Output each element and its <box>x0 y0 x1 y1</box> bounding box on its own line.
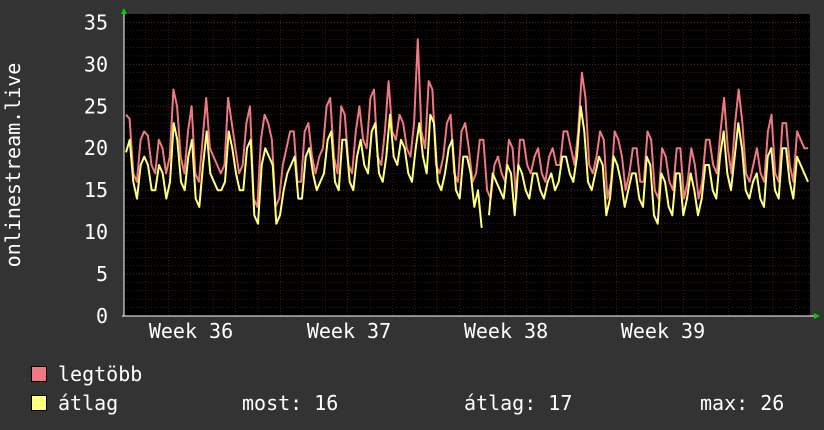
series-line-avg <box>125 105 809 228</box>
stat-average: átlag: 17 <box>464 391 573 415</box>
x-axis-arrow <box>814 313 820 319</box>
x-tick-label: Week 38 <box>464 319 548 343</box>
y-tick-label: 15 <box>84 178 108 202</box>
y-tick-label: 0 <box>96 304 108 328</box>
legend-swatch-avg <box>31 395 47 411</box>
stat-now: most: 16 <box>242 391 339 415</box>
y-tick-label: 20 <box>84 136 108 160</box>
y-tick-label: 30 <box>84 52 108 76</box>
y-axis-arrow <box>121 8 127 14</box>
y-tick-label: 35 <box>84 10 108 34</box>
series-line-max <box>125 38 808 208</box>
x-tick-label: Week 36 <box>149 319 233 343</box>
y-tick-label: 10 <box>84 220 108 244</box>
y-axis-ticks: 0 5 10 15 20 25 30 35 <box>84 10 108 328</box>
x-tick-label: Week 39 <box>621 319 705 343</box>
legend-label-max: legtöbb <box>58 362 143 386</box>
legend-swatch-max <box>31 366 47 382</box>
x-tick-label: Week 37 <box>307 319 391 343</box>
series-lines <box>125 38 809 228</box>
x-axis-ticks: Week 36 Week 37 Week 38 Week 39 <box>149 319 705 343</box>
legend-label-avg: átlag <box>58 391 119 415</box>
y-axis-label: onlinestream.live <box>1 63 25 268</box>
y-tick-label: 25 <box>84 94 108 118</box>
stat-max: max: 26 <box>700 391 785 415</box>
y-tick-label: 5 <box>96 262 108 286</box>
